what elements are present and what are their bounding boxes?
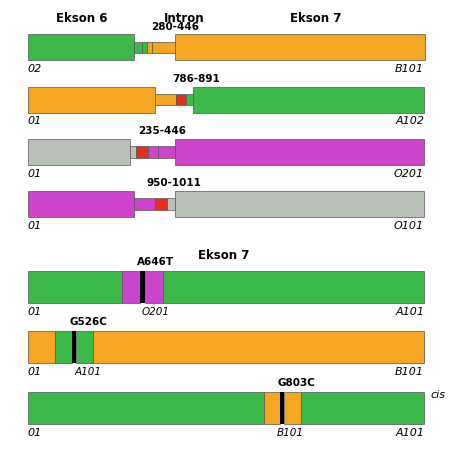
Text: G803C: G803C (278, 378, 316, 388)
Text: 02: 02 (28, 64, 42, 74)
Bar (134, 198, 155, 210)
Text: G526C: G526C (69, 318, 107, 328)
Text: A646T: A646T (137, 257, 173, 267)
Text: 280-446: 280-446 (151, 21, 199, 32)
Bar (301, 392, 424, 424)
Bar (28, 191, 134, 217)
Text: 235-446: 235-446 (138, 126, 186, 136)
Bar (175, 139, 424, 165)
Text: A101: A101 (75, 367, 102, 377)
Bar (28, 331, 55, 363)
Text: A101: A101 (395, 307, 424, 317)
Text: 01: 01 (28, 428, 42, 438)
Bar (28, 87, 155, 113)
Bar (192, 87, 424, 113)
Bar (164, 271, 424, 302)
Text: O201: O201 (394, 169, 424, 179)
Text: 01: 01 (28, 221, 42, 231)
Text: O101: O101 (394, 221, 424, 231)
Bar (284, 392, 301, 424)
Bar (28, 271, 122, 302)
Bar (122, 271, 140, 302)
Bar (280, 392, 284, 424)
Text: cis: cis (430, 390, 446, 400)
Text: 01: 01 (28, 169, 42, 179)
Bar (264, 392, 280, 424)
Bar (134, 42, 142, 53)
Text: B101: B101 (277, 428, 304, 438)
Text: A102: A102 (395, 117, 424, 127)
Bar (92, 331, 424, 363)
Bar (175, 35, 425, 61)
Bar (72, 331, 76, 363)
Bar (155, 198, 167, 210)
Text: A101: A101 (395, 428, 424, 438)
Bar (152, 42, 175, 53)
Bar (175, 191, 424, 217)
Text: 950-1011: 950-1011 (147, 178, 201, 188)
Text: Ekson 7: Ekson 7 (198, 249, 250, 263)
Text: B101: B101 (395, 64, 424, 74)
Bar (167, 198, 175, 210)
Text: Ekson 6: Ekson 6 (56, 12, 108, 25)
Bar (28, 139, 130, 165)
Bar (130, 146, 137, 157)
Bar (76, 331, 92, 363)
Text: Intron: Intron (164, 12, 205, 25)
Text: B101: B101 (395, 367, 424, 377)
Bar (186, 94, 192, 105)
Bar (158, 146, 175, 157)
Bar (142, 42, 147, 53)
Bar (147, 42, 152, 53)
Bar (137, 146, 148, 157)
Text: 786-891: 786-891 (172, 73, 219, 84)
Text: 01: 01 (28, 117, 42, 127)
Text: 01: 01 (28, 367, 42, 377)
Bar (155, 94, 176, 105)
Text: 01: 01 (28, 307, 42, 317)
Bar (145, 271, 164, 302)
Bar (176, 94, 186, 105)
Bar (28, 392, 264, 424)
Bar (28, 35, 134, 61)
Text: O201: O201 (141, 307, 169, 317)
Bar (148, 146, 158, 157)
Bar (140, 271, 145, 302)
Bar (55, 331, 72, 363)
Text: Ekson 7: Ekson 7 (290, 12, 341, 25)
